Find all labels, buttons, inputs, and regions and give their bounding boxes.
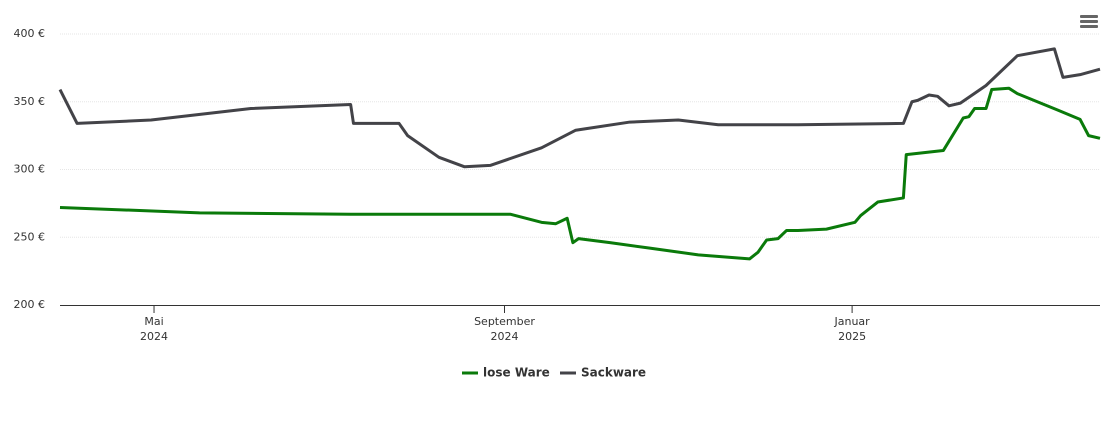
- series-line: [58, 47, 1101, 169]
- menu-bar: [1080, 20, 1098, 23]
- menu-bar: [1080, 15, 1098, 18]
- x-tick-label: Mai: [144, 315, 163, 328]
- y-tick-label: 350 €: [14, 95, 46, 108]
- x-tick-label: September: [474, 315, 535, 328]
- y-tick-label: 250 €: [14, 230, 46, 243]
- legend-label: lose Ware: [483, 366, 550, 380]
- x-tick-label: Januar: [834, 315, 871, 328]
- x-tick-year: 2024: [490, 330, 518, 343]
- y-tick-label: 300 €: [14, 163, 46, 176]
- legend-label: Sackware: [581, 366, 646, 380]
- y-tick-label: 400 €: [14, 27, 46, 40]
- series-line: [59, 86, 1101, 261]
- menu-bar: [1080, 25, 1098, 28]
- x-tick-year: 2024: [140, 330, 168, 343]
- menu-button[interactable]: [1080, 15, 1098, 28]
- y-tick-label: 200 €: [14, 298, 46, 311]
- x-tick-year: 2025: [838, 330, 866, 343]
